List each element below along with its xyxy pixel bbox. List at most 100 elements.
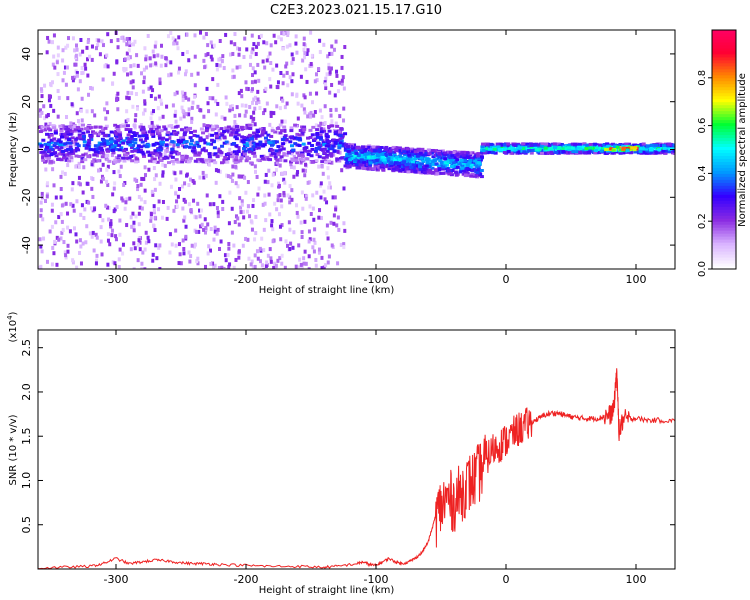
colorbar-segment bbox=[712, 50, 736, 55]
spectral-cell bbox=[671, 151, 675, 155]
spectral-cell bbox=[283, 159, 288, 163]
noise-cell bbox=[278, 163, 282, 168]
spectral-cell bbox=[175, 143, 180, 147]
noise-cell bbox=[313, 240, 317, 245]
colorbar-segment bbox=[712, 152, 736, 156]
noise-cell bbox=[340, 81, 344, 86]
noise-cell bbox=[175, 41, 179, 46]
noise-cell bbox=[338, 114, 342, 119]
spectral-cell bbox=[62, 154, 67, 158]
colorbar-segment bbox=[712, 59, 736, 64]
spectral-cell bbox=[62, 133, 67, 137]
noise-cell bbox=[307, 267, 311, 269]
noise-cell bbox=[220, 58, 224, 63]
colorbar-segment bbox=[712, 212, 736, 216]
spectral-cell bbox=[79, 137, 84, 141]
noise-cell bbox=[103, 143, 107, 148]
noise-cell bbox=[292, 174, 296, 179]
spectral-cell bbox=[343, 132, 348, 136]
noise-cell bbox=[184, 224, 188, 229]
noise-cell bbox=[133, 118, 137, 123]
spectral-cell bbox=[151, 134, 156, 138]
spectral-cell bbox=[103, 133, 108, 137]
spectral-cell bbox=[526, 142, 531, 146]
noise-cell bbox=[160, 101, 164, 106]
spectral-cell bbox=[238, 159, 243, 163]
noise-cell bbox=[328, 90, 332, 95]
spectral-cell bbox=[358, 161, 363, 165]
spectral-cell bbox=[252, 151, 257, 155]
noise-cell bbox=[79, 212, 83, 217]
spectral-cell bbox=[149, 151, 154, 155]
spectral-cell bbox=[131, 131, 136, 135]
spectral-cell bbox=[333, 132, 338, 136]
spectral-cell bbox=[437, 155, 442, 159]
noise-cell bbox=[87, 38, 91, 43]
spectral-cell bbox=[635, 145, 640, 149]
noise-cell bbox=[98, 213, 102, 218]
spectral-cell bbox=[391, 167, 396, 171]
spectral-cell bbox=[209, 142, 214, 146]
noise-cell bbox=[309, 61, 313, 66]
spectral-cell bbox=[552, 142, 557, 146]
spectral-cell bbox=[446, 157, 451, 161]
noise-cell bbox=[247, 139, 251, 144]
noise-cell bbox=[82, 216, 86, 221]
spectral-cell bbox=[358, 166, 363, 170]
noise-cell bbox=[61, 227, 65, 232]
noise-cell bbox=[98, 52, 102, 57]
spectral-cell bbox=[402, 156, 407, 160]
noise-cell bbox=[307, 254, 311, 259]
spectral-cell bbox=[624, 150, 629, 154]
noise-cell bbox=[256, 97, 260, 102]
spectral-cell bbox=[245, 144, 250, 148]
spectral-cell bbox=[422, 153, 427, 157]
spectral-cell bbox=[356, 146, 361, 150]
spectral-cell bbox=[584, 147, 589, 151]
spectral-cell bbox=[319, 130, 324, 134]
spectral-cell bbox=[180, 160, 185, 164]
noise-cell bbox=[59, 236, 63, 241]
noise-cell bbox=[202, 227, 206, 232]
noise-cell bbox=[326, 166, 330, 171]
noise-cell bbox=[153, 44, 157, 49]
noise-cell bbox=[104, 153, 108, 158]
noise-cell bbox=[309, 211, 313, 216]
spectral-cell bbox=[361, 156, 366, 160]
spectral-cell bbox=[323, 159, 328, 163]
spectral-cell bbox=[431, 155, 436, 159]
noise-cell bbox=[129, 80, 133, 85]
noise-cell bbox=[299, 149, 303, 154]
spectral-cell bbox=[353, 154, 358, 158]
spectral-cell bbox=[184, 156, 189, 160]
spectral-cell bbox=[368, 161, 373, 165]
spectral-cell bbox=[405, 162, 410, 166]
noise-cell bbox=[165, 148, 169, 153]
spectral-cell bbox=[147, 153, 152, 157]
spectral-cell bbox=[140, 150, 145, 154]
spectral-cell bbox=[244, 142, 249, 146]
spectral-cell bbox=[430, 160, 435, 164]
spectral-cell bbox=[356, 161, 361, 165]
noise-cell bbox=[157, 207, 161, 212]
noise-cell bbox=[177, 66, 181, 71]
noise-cell bbox=[158, 266, 162, 269]
noise-cell bbox=[230, 107, 234, 112]
noise-cell bbox=[193, 33, 197, 38]
noise-cell bbox=[96, 153, 100, 158]
noise-cell bbox=[78, 182, 82, 187]
noise-cell bbox=[39, 213, 43, 218]
spectral-cell bbox=[184, 129, 189, 133]
noise-cell bbox=[126, 117, 130, 122]
noise-cell bbox=[163, 151, 167, 156]
spectral-cell bbox=[500, 143, 505, 147]
noise-cell bbox=[50, 208, 54, 213]
noise-cell bbox=[234, 164, 238, 169]
noise-cell bbox=[75, 265, 79, 269]
noise-cell bbox=[336, 89, 340, 94]
noise-cell bbox=[266, 253, 270, 258]
noise-cell bbox=[106, 153, 110, 158]
spectral-cell bbox=[231, 128, 236, 132]
spectral-cell bbox=[58, 143, 63, 147]
spectral-cell bbox=[343, 148, 348, 152]
